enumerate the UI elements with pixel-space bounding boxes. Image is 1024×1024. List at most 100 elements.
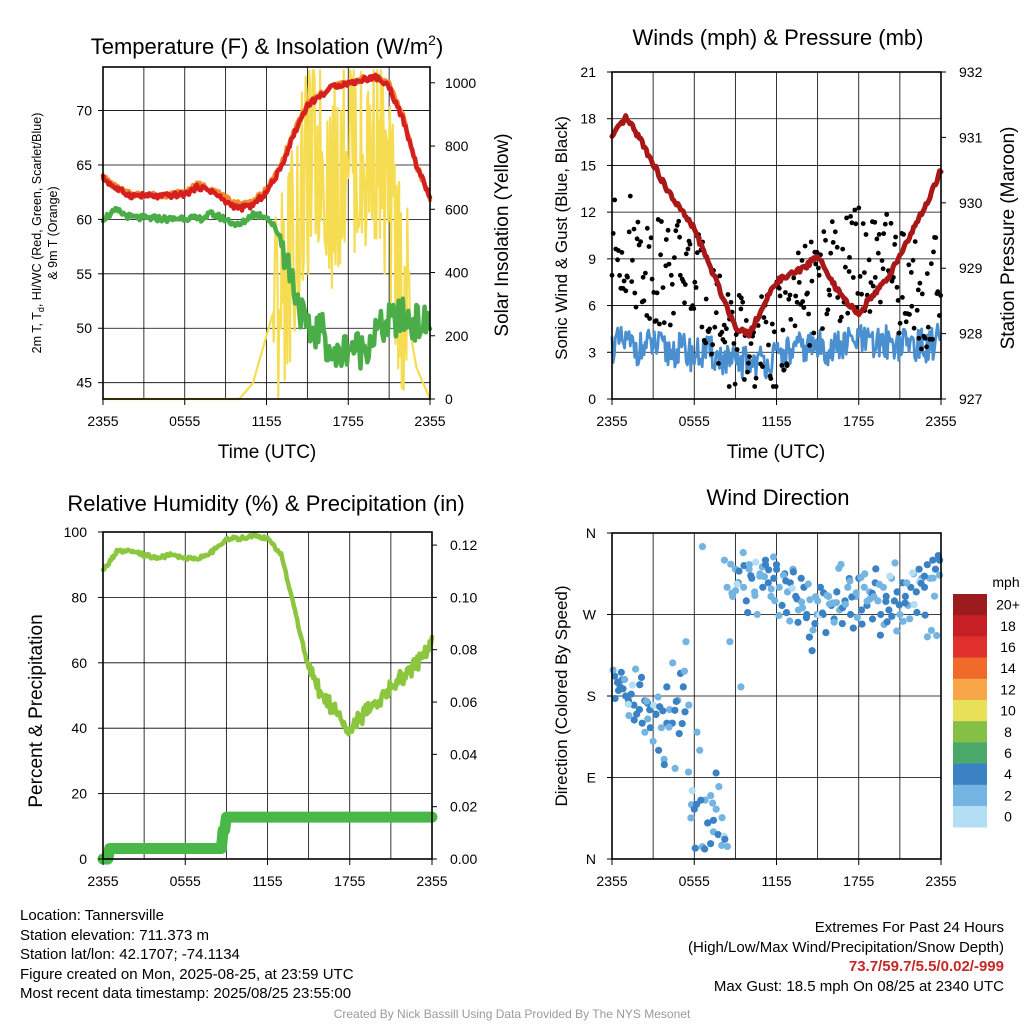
gust-point — [623, 288, 629, 294]
colorbar-label: 4 — [1004, 766, 1012, 782]
direction-point — [846, 610, 855, 619]
extremes-subtitle: (High/Low/Max Wind/Precipitation/Snow De… — [688, 938, 1004, 956]
gust-point — [807, 343, 812, 348]
gust-point — [801, 305, 807, 310]
gust-point — [713, 310, 719, 316]
series-line-dewpoint — [100, 206, 433, 371]
gust-point — [924, 271, 930, 276]
winds-panel-title: Winds (mph) & Pressure (mb) — [633, 25, 924, 50]
gust-point — [663, 237, 669, 242]
direction-point — [614, 686, 623, 695]
colorbar-swatch — [953, 784, 987, 807]
gust-point — [783, 290, 788, 295]
gust-point — [694, 250, 700, 256]
gust-point — [658, 252, 663, 258]
gust-point — [677, 234, 682, 240]
gust-point — [685, 246, 691, 252]
gust-point — [805, 290, 810, 296]
extremes-values: 73.7/59.7/5.5/0.02/-999 — [848, 958, 1004, 975]
gust-point — [626, 229, 632, 235]
direction-point — [917, 579, 925, 587]
gust-point — [840, 246, 846, 252]
gust-point — [839, 314, 844, 320]
gust-point — [674, 223, 680, 228]
wind-direction-x-tick-label: 1155 — [761, 873, 791, 889]
direction-point — [696, 746, 704, 754]
direction-point — [687, 814, 695, 822]
winds-x-tick-label: 2355 — [925, 413, 956, 429]
precip-y-tick-label: 0.02 — [450, 799, 477, 815]
precip-y-tick-label: 0.00 — [450, 851, 477, 867]
pressure-y-tick-label: 927 — [959, 391, 983, 407]
direction-point — [681, 708, 689, 716]
direction-point — [632, 665, 640, 673]
direction-point — [872, 565, 880, 573]
gust-point — [928, 261, 934, 267]
gust-point — [615, 257, 620, 263]
gust-point — [630, 257, 635, 263]
winds-x-tick-label: 1755 — [843, 413, 874, 429]
winds-y-tick-label: 6 — [588, 298, 596, 314]
wind-direction-y-tick-label: N — [586, 851, 596, 867]
direction-point — [857, 606, 866, 614]
direction-point — [753, 610, 761, 619]
direction-point — [718, 841, 726, 850]
direction-point — [732, 587, 740, 595]
gust-point — [794, 299, 800, 305]
gust-point — [725, 292, 731, 297]
gust-point — [717, 273, 723, 279]
gust-point — [848, 214, 853, 219]
gust-point — [771, 329, 777, 335]
direction-point — [704, 819, 712, 827]
colorbar-label: 18 — [1000, 618, 1016, 634]
direction-point — [778, 601, 786, 610]
gust-point — [872, 275, 878, 280]
direction-point — [838, 620, 846, 628]
wind-direction-x-tick-label: 0555 — [679, 873, 710, 889]
gust-point — [919, 291, 925, 297]
direction-point — [739, 549, 747, 557]
gust-point — [820, 326, 825, 331]
gust-point — [776, 285, 782, 291]
gust-point — [728, 299, 734, 305]
gust-point — [752, 384, 758, 389]
gust-point — [673, 228, 679, 234]
gust-point — [657, 321, 662, 327]
direction-point — [712, 805, 720, 813]
winds-series — [609, 113, 944, 389]
gust-point — [768, 376, 774, 381]
direction-point — [901, 599, 909, 607]
gust-point — [724, 326, 729, 332]
gust-point — [915, 287, 921, 293]
gust-point — [787, 292, 793, 298]
direction-point — [646, 724, 655, 732]
direction-point — [909, 569, 917, 577]
gust-point — [683, 251, 689, 257]
humidity-y-tick-label: 60 — [71, 655, 87, 671]
gust-point — [896, 330, 902, 336]
gust-point — [856, 205, 862, 211]
gust-point — [747, 354, 752, 359]
wind-direction-x-tick-label: 2355 — [596, 873, 627, 889]
direction-point — [844, 583, 852, 591]
direction-point — [899, 617, 907, 625]
gust-point — [635, 219, 641, 225]
gust-point — [633, 304, 639, 310]
gust-point — [823, 237, 828, 243]
gust-point — [612, 197, 618, 203]
station-info: Location: Tannersville Station elevation… — [20, 906, 354, 1004]
direction-point — [737, 683, 745, 691]
gust-point — [780, 327, 786, 333]
direction-point — [773, 565, 781, 574]
recent-data-timestamp: Most recent data timestamp: 2025/08/25 2… — [20, 985, 352, 1002]
gust-point — [703, 296, 709, 302]
gust-point — [709, 351, 714, 357]
gust-point — [837, 318, 843, 324]
colorbar-swatch — [953, 763, 987, 786]
gust-point — [878, 299, 883, 305]
direction-point — [637, 673, 646, 682]
gust-point — [779, 363, 785, 368]
colorbar-swatch — [953, 806, 987, 828]
gust-point — [894, 284, 900, 290]
